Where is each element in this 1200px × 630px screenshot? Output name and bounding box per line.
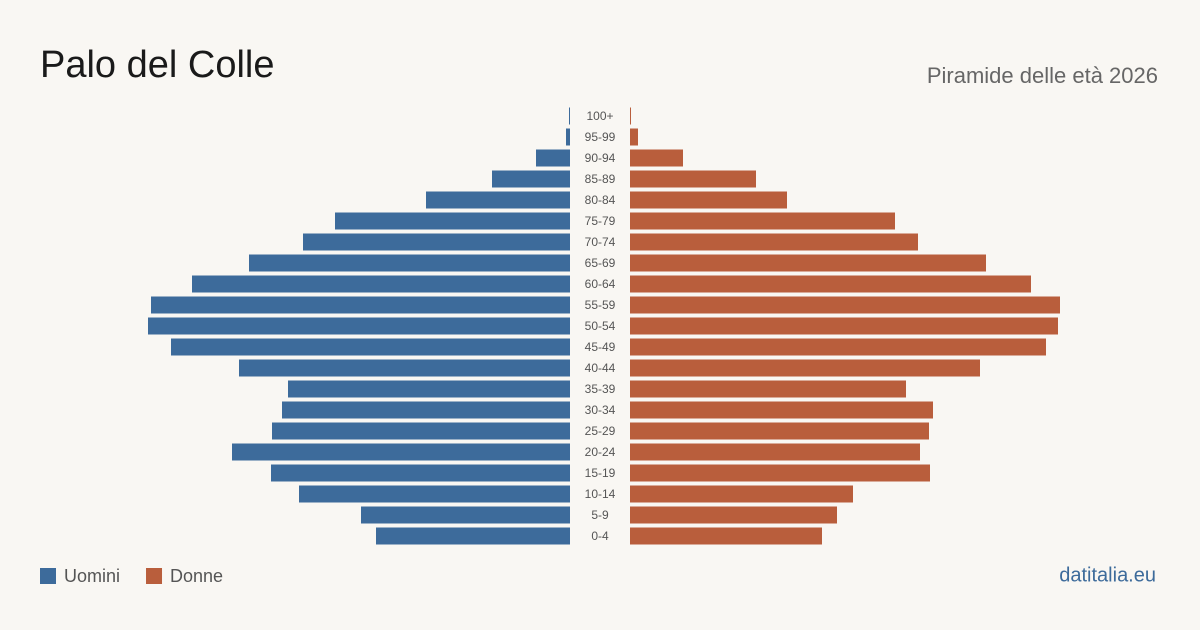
bar [630,401,933,419]
bar [171,338,570,356]
category-label: 50-54 [585,319,616,333]
category-label: 75-79 [585,214,616,228]
bar [271,464,570,482]
category-label: 40-44 [585,361,616,375]
category-label: 5-9 [591,508,609,522]
bar [249,254,570,272]
bar [630,254,986,272]
category-label: 15-19 [585,466,616,480]
bar [630,191,787,209]
chart-title: Palo del Colle [40,44,274,86]
category-label: 35-39 [585,382,616,396]
bar [630,317,1058,335]
bar [630,422,929,440]
category-label: 95-99 [585,130,616,144]
bar [239,359,570,377]
category-label: 90-94 [585,151,616,165]
bar [630,338,1046,356]
category-label: 45-49 [585,340,616,354]
bar [630,107,631,125]
bar [303,233,570,251]
category-label: 0-4 [591,529,609,543]
bar [361,506,570,524]
bar [630,359,980,377]
bar [630,485,853,503]
bar [630,443,920,461]
bar [630,296,1060,314]
bar [566,128,570,146]
bar [630,128,638,146]
category-label: 10-14 [585,487,616,501]
category-label: 30-34 [585,403,616,417]
bar [299,485,570,503]
bar [282,401,570,419]
category-label: 65-69 [585,256,616,270]
bar [630,527,822,545]
bar [630,380,906,398]
legend-swatch [146,568,163,584]
bar [426,191,570,209]
bar [192,275,570,293]
category-label: 25-29 [585,424,616,438]
legend-swatch [40,568,56,584]
category-label: 100+ [586,109,613,123]
chart-subtitle: Piramide delle età 2026 [927,63,1158,88]
bar [288,380,570,398]
bar [630,506,837,524]
category-label: 20-24 [585,445,616,459]
category-label: 55-59 [585,298,616,312]
source: datitalia.eu [1059,564,1156,586]
legend-label: Donne [170,566,223,586]
category-label: 80-84 [585,193,616,207]
legend-label: Uomini [64,566,120,586]
bar [630,212,895,230]
bar [272,422,570,440]
category-label: 70-74 [585,235,616,249]
bar [376,527,570,545]
bar [630,170,756,188]
bar [148,317,570,335]
bar [492,170,570,188]
bar [630,233,918,251]
bar [335,212,570,230]
category-label: 60-64 [585,277,616,291]
bar [630,464,930,482]
bar [630,275,1031,293]
bar [151,296,570,314]
bar [569,107,570,125]
bar [536,149,570,167]
bar [232,443,570,461]
bar [630,149,683,167]
category-label: 85-89 [585,172,616,186]
